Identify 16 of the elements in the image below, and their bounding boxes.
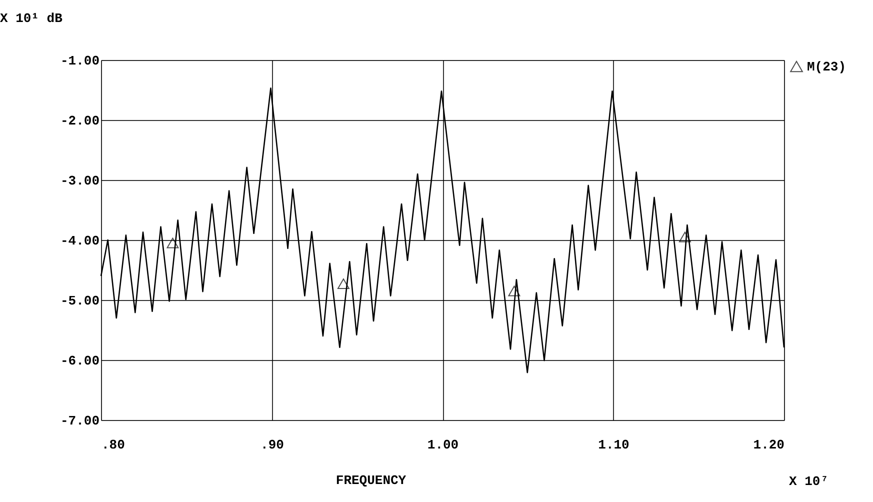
y-tick-label: -3.00 <box>60 174 100 188</box>
x-axis-title: FREQUENCY <box>336 473 406 488</box>
y-tick-label: -1.00 <box>60 54 100 68</box>
y-axis-title: X 10¹ dB <box>0 11 63 26</box>
y-tick-label: -5.00 <box>60 294 100 308</box>
y-tick-label: -7.00 <box>60 414 100 428</box>
x-tick-label: 1.00 <box>427 438 459 452</box>
x-tick-label: 1.20 <box>753 438 785 452</box>
x-tick-label: 1.10 <box>598 438 630 452</box>
x-tick-label: .80 <box>102 438 126 452</box>
y-tick-label: -6.00 <box>60 354 100 368</box>
y-tick-label: -4.00 <box>60 234 100 248</box>
y-tick-label: -2.00 <box>60 114 100 128</box>
x-tick-label: .90 <box>260 438 284 452</box>
text: X 10⁷ <box>789 474 828 489</box>
legend-label: M(23) <box>807 60 846 74</box>
